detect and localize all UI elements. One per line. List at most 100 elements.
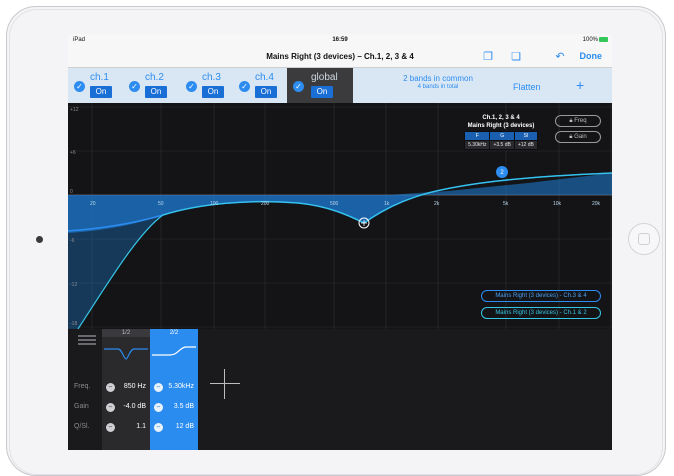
tab-global-label: global — [311, 72, 338, 83]
info-title-device: Mains Right (3 devices) — [467, 123, 535, 129]
undo-icon[interactable]: ↶ — [555, 51, 565, 63]
tab-ch3-label: ch.3 — [202, 72, 221, 83]
band1-q-row[interactable]: ⇔ 1.1 — [102, 421, 150, 433]
curve-ch12 — [77, 172, 612, 329]
flatten-button[interactable]: Flatten — [513, 82, 541, 92]
y-tick: 0 — [70, 189, 73, 195]
checkmark-icon[interactable]: ✓ — [293, 81, 304, 92]
band1-handle — [358, 217, 370, 229]
band-editor: 1/2 2/2 ⇔ 850 Hz ⇔ -4.0 dB ⇔ 1.1 — [68, 329, 612, 450]
add-band-crosshair-v[interactable] — [224, 369, 225, 399]
band1-freq-value: 850 Hz — [123, 383, 146, 390]
status-bar: iPad 16:59 100% — [68, 34, 612, 46]
info-header: G — [489, 131, 515, 141]
band-info-box: Ch.1, 2, 3 & 4 Mains Right (3 devices) F… — [460, 114, 542, 150]
menu-icon[interactable] — [78, 335, 96, 347]
eq-graph-svg[interactable]: 2 +12 +6 0 -6 -12 -18 20 50 100 200 500 … — [68, 103, 612, 329]
eq-graph[interactable]: 2 +12 +6 0 -6 -12 -18 20 50 100 200 500 … — [68, 103, 612, 329]
camera-icon — [36, 236, 43, 243]
status-time: 16:59 — [332, 37, 348, 43]
band2-marker-label: 2 — [500, 170, 504, 176]
row-label-freq: Freq. — [74, 383, 91, 390]
freq-label: 10k — [553, 201, 562, 207]
y-tick: -12 — [70, 282, 77, 288]
done-button[interactable]: Done — [579, 51, 603, 61]
info-title-channels: Ch.1, 2, 3 & 4 — [482, 115, 520, 121]
screen: iPad 16:59 100% Mains Right (3 devices) … — [68, 34, 612, 450]
info-value: +3.5 dB — [489, 140, 515, 150]
ch2-on-button[interactable]: On — [145, 86, 167, 98]
y-tick: -6 — [70, 238, 75, 244]
legend-ch34[interactable]: Mains Right (3 devices) - Ch.3 & 4 — [481, 290, 601, 302]
freq-label: 50 — [158, 201, 164, 207]
home-button[interactable] — [628, 223, 660, 255]
nav-bar: Mains Right (3 devices) – Ch.1, 2, 3 & 4… — [68, 46, 612, 68]
info-value: +12 dB — [513, 140, 538, 150]
knob-icon[interactable]: ⇔ — [154, 403, 163, 412]
band2-q-row[interactable]: ⇔ 12 dB — [150, 421, 198, 433]
copy-icon[interactable]: ❐ — [483, 51, 493, 63]
bands-info: 2 bands in common 4 bands in total — [378, 74, 498, 90]
bands-common: 2 bands in common — [403, 74, 473, 83]
band1-gain-row[interactable]: ⇔ -4.0 dB — [102, 401, 150, 413]
info-table: F G Sl 5.30kHz +3.5 dB +12 dB — [464, 131, 538, 150]
tab-ch4[interactable]: ✓ ch.4 On — [233, 68, 287, 103]
lock-freq-label: Freq — [574, 118, 587, 124]
add-band-button[interactable]: + — [576, 77, 585, 93]
lock-icon: 🔒︎ — [569, 118, 573, 124]
freq-label: 100 — [210, 201, 219, 207]
checkmark-icon[interactable]: ✓ — [239, 81, 250, 92]
info-value: 5.30kHz — [464, 140, 491, 150]
lock-gain-button[interactable]: 🔒︎ Gain — [555, 131, 601, 143]
band2-mini-curve — [152, 346, 196, 356]
band2-gain-row[interactable]: ⇔ 3.5 dB — [150, 401, 198, 413]
knob-icon[interactable]: ⇔ — [154, 423, 163, 432]
paste-icon[interactable]: ❏ — [511, 51, 521, 63]
band2-q-value: 12 dB — [175, 423, 194, 430]
y-tick: +6 — [70, 150, 76, 156]
knob-icon[interactable]: ⇔ — [106, 423, 115, 432]
band1-mini-curve — [104, 348, 148, 360]
legend-ch12[interactable]: Mains Right (3 devices) - Ch.1 & 2 — [481, 307, 601, 319]
band2-handle — [496, 166, 508, 178]
global-on-button[interactable]: On — [311, 86, 333, 98]
band2-column[interactable]: ⇔ 5.30kHz ⇔ 3.5 dB ⇔ 12 dB — [150, 337, 198, 450]
band1-gain-value: -4.0 dB — [123, 403, 146, 410]
band1-freq-row[interactable]: ⇔ 850 Hz — [102, 381, 150, 393]
page-title: Mains Right (3 devices) – Ch.1, 2, 3 & 4 — [266, 52, 414, 61]
tab-ch1[interactable]: ✓ ch.1 On — [68, 68, 123, 103]
freq-label: 200 — [261, 201, 270, 207]
band-tab-2[interactable]: 2/2 — [150, 329, 198, 337]
ch3-on-button[interactable]: On — [202, 86, 224, 98]
add-band-crosshair[interactable] — [210, 383, 240, 384]
bands-total: 4 bands in total — [417, 84, 459, 90]
band-tab-1[interactable]: 1/2 — [102, 329, 150, 337]
band2-freq-value: 5.30kHz — [168, 383, 194, 390]
channel-tabs: ✓ ch.1 On ✓ ch.2 On ✓ ch.3 On ✓ ch.4 On … — [68, 68, 612, 103]
tab-global[interactable]: ✓ global On — [287, 68, 353, 103]
checkmark-icon[interactable]: ✓ — [186, 81, 197, 92]
band2-freq-row[interactable]: ⇔ 5.30kHz — [150, 381, 198, 393]
band1-q-value: 1.1 — [136, 423, 146, 430]
checkmark-icon[interactable]: ✓ — [74, 81, 85, 92]
freq-label: 2k — [434, 201, 440, 207]
tab-ch3[interactable]: ✓ ch.3 On — [180, 68, 233, 103]
lock-freq-button[interactable]: 🔒︎ Freq — [555, 115, 601, 127]
freq-label: 1k — [384, 201, 390, 207]
row-label-q: Q/Sl. — [74, 423, 90, 430]
ch4-on-button[interactable]: On — [255, 86, 277, 98]
status-device: iPad — [73, 37, 86, 43]
freq-label: 20k — [592, 201, 601, 207]
info-header: F — [464, 131, 491, 141]
knob-icon[interactable]: ⇔ — [106, 383, 115, 392]
knob-icon[interactable]: ⇔ — [154, 383, 163, 392]
band2-gain-value: 3.5 dB — [173, 403, 194, 410]
freq-label: 500 — [330, 201, 339, 207]
band1-column[interactable]: ⇔ 850 Hz ⇔ -4.0 dB ⇔ 1.1 — [102, 337, 150, 450]
tab-ch2[interactable]: ✓ ch.2 On — [123, 68, 180, 103]
lock-gain-label: Gain — [574, 134, 587, 140]
ch1-on-button[interactable]: On — [90, 86, 112, 98]
checkmark-icon[interactable]: ✓ — [129, 81, 140, 92]
freq-label: 20 — [90, 201, 96, 207]
knob-icon[interactable]: ⇔ — [106, 403, 115, 412]
